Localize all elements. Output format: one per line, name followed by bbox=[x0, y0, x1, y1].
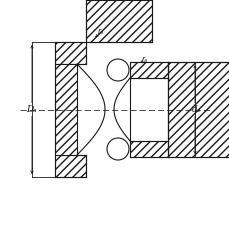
Text: rₐ: rₐ bbox=[98, 27, 104, 35]
Text: dₐ: dₐ bbox=[191, 105, 200, 114]
Bar bbox=[55, 64, 77, 155]
Bar bbox=[167, 62, 229, 157]
Text: rₐ: rₐ bbox=[141, 54, 147, 64]
Bar bbox=[86, 0, 151, 42]
Bar bbox=[55, 42, 86, 64]
Bar bbox=[129, 141, 167, 157]
Circle shape bbox=[106, 138, 128, 160]
Text: Dₐ: Dₐ bbox=[26, 105, 36, 114]
Bar bbox=[129, 62, 167, 78]
Bar bbox=[55, 155, 86, 177]
Circle shape bbox=[106, 59, 128, 81]
